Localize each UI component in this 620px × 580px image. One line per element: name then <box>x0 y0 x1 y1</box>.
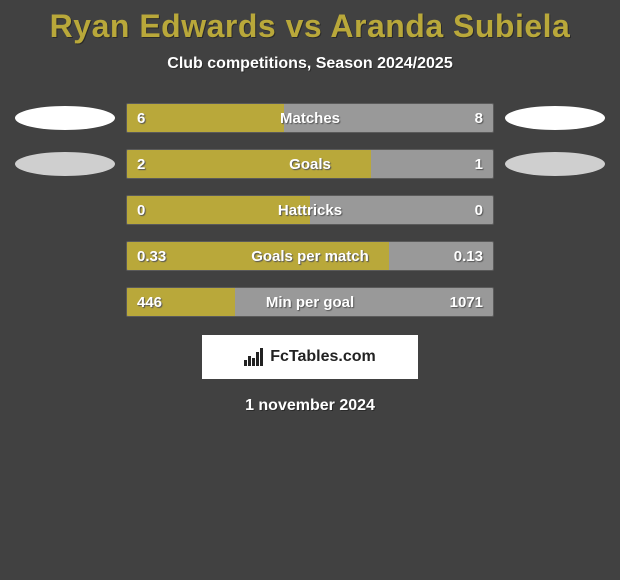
date-text: 1 november 2024 <box>10 397 610 415</box>
stat-right-value: 8 <box>475 104 483 132</box>
stat-row: 446Min per goal1071 <box>10 287 610 317</box>
stat-label: Goals <box>127 150 493 178</box>
stat-right-value: 1 <box>475 150 483 178</box>
right-ellipse <box>500 106 610 130</box>
stat-row: 0Hattricks0 <box>10 195 610 225</box>
stat-bar: 2Goals1 <box>126 149 494 179</box>
ellipse-shape <box>505 152 605 176</box>
stat-right-value: 1071 <box>450 288 483 316</box>
ellipse-shape <box>15 152 115 176</box>
stat-row: 0.33Goals per match0.13 <box>10 241 610 271</box>
stat-right-value: 0.13 <box>454 242 483 270</box>
stat-label: Hattricks <box>127 196 493 224</box>
stat-bar: 6Matches8 <box>126 103 494 133</box>
ellipse-shape <box>15 106 115 130</box>
bar-chart-icon <box>244 348 266 366</box>
stat-label: Goals per match <box>127 242 493 270</box>
container: Ryan Edwards vs Aranda Subiela Club comp… <box>0 0 620 423</box>
stat-bar: 0Hattricks0 <box>126 195 494 225</box>
stat-label: Min per goal <box>127 288 493 316</box>
right-ellipse <box>500 152 610 176</box>
stat-label: Matches <box>127 104 493 132</box>
stat-right-value: 0 <box>475 196 483 224</box>
ellipse-shape <box>505 106 605 130</box>
page-title: Ryan Edwards vs Aranda Subiela <box>10 8 610 45</box>
stat-bar: 0.33Goals per match0.13 <box>126 241 494 271</box>
left-ellipse <box>10 152 120 176</box>
stat-bar: 446Min per goal1071 <box>126 287 494 317</box>
stats-rows: 6Matches8 2Goals1 0Hattricks0 0.33Goals per… <box>10 103 610 317</box>
stat-row: 2Goals1 <box>10 149 610 179</box>
stat-row: 6Matches8 <box>10 103 610 133</box>
left-ellipse <box>10 106 120 130</box>
subtitle: Club competitions, Season 2024/2025 <box>10 55 610 73</box>
branding-text: FcTables.com <box>270 348 376 366</box>
branding-badge[interactable]: FcTables.com <box>202 335 418 379</box>
